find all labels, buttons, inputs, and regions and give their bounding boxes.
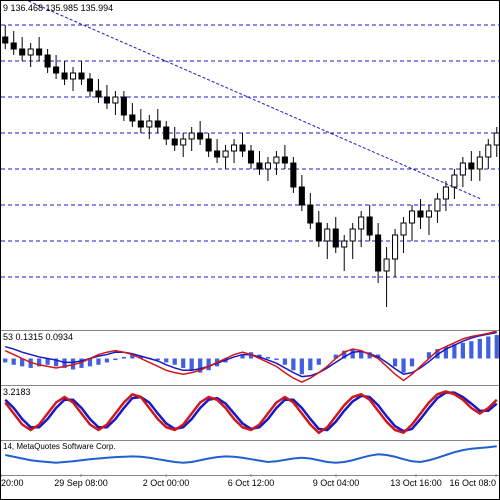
candlestick-chart	[1, 1, 500, 331]
macd-header: 53 0.1315 0.0934	[3, 332, 73, 342]
stoch-header: 3.2183	[3, 387, 31, 397]
stoch-chart	[1, 386, 500, 441]
svg-text:2 Oct 00:00: 2 Oct 00:00	[143, 478, 190, 488]
svg-text:9 Oct 04:00: 9 Oct 04:00	[313, 478, 360, 488]
svg-text:13 Oct 16:00: 13 Oct 16:00	[390, 478, 442, 488]
trading-chart-container: 9 136.468 135.985 135.994 53 0.1315 0.09…	[0, 0, 500, 500]
ohlc-header: 9 136.468 135.985 135.994	[3, 3, 113, 13]
extra-panel[interactable]: 14, MetaQuotes Software Corp.	[1, 441, 499, 476]
svg-text:6 Oct 12:00: 6 Oct 12:00	[228, 478, 275, 488]
macd-chart	[1, 331, 500, 386]
copyright-label: 14, MetaQuotes Software Corp.	[3, 442, 116, 451]
svg-text:29 Sep 08:00: 29 Sep 08:00	[54, 478, 108, 488]
svg-text:16 Oct 08:0: 16 Oct 08:0	[449, 478, 496, 488]
time-axis: 20:00 29 Sep 08:00 2 Oct 00:00 6 Oct 12:00 9…	[1, 474, 499, 499]
main-price-panel[interactable]: 9 136.468 135.985 135.994	[1, 1, 499, 331]
svg-text:20:00: 20:00	[1, 478, 24, 488]
macd-panel[interactable]: 53 0.1315 0.0934	[1, 331, 499, 386]
stoch-panel[interactable]: 3.2183	[1, 386, 499, 441]
